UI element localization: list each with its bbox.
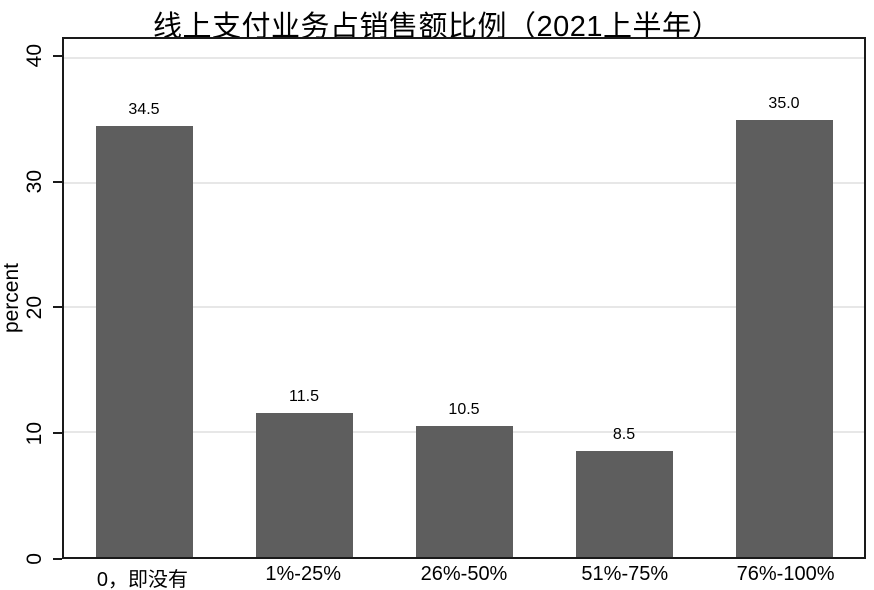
x-axis-category-labels: 0，即没有 1%-25% 26%-50% 51%-75% 76%-100% (62, 563, 866, 590)
bar-column-2: 10.5 (415, 39, 513, 557)
gridline-30 (64, 181, 864, 184)
y-axis-tick-label-text: 30 (23, 169, 46, 194)
bar-column-4: 35.0 (735, 39, 833, 557)
y-axis-tick-10 (53, 432, 62, 435)
x-axis-category-label-4: 76%-100% (736, 563, 835, 585)
y-axis-tick-30 (53, 180, 62, 183)
y-axis-tick-20 (53, 306, 62, 309)
bar (735, 120, 833, 557)
y-axis-tick-label-30: 30 (23, 160, 47, 204)
bar (95, 126, 193, 557)
bar-value-label: 35.0 (768, 95, 800, 113)
bar-value-label: 8.5 (612, 425, 636, 443)
plot-area: 34.5 11.5 10.5 8.5 35.0 (62, 37, 866, 559)
y-axis-tick-label-10: 10 (23, 411, 47, 455)
gridline-40 (64, 56, 864, 59)
y-axis-tick-label-20: 20 (23, 285, 47, 329)
y-axis-tick-label-text: 20 (23, 295, 46, 320)
y-axis-tick-40 (53, 54, 62, 57)
bar (415, 425, 513, 557)
x-axis-category-label-1: 1%-25% (265, 563, 341, 585)
gridline-20 (64, 306, 864, 309)
x-axis-category-label-0: 0，即没有 (96, 569, 188, 590)
x-axis-category-label-2: 26%-50% (420, 563, 508, 585)
bar-column-0: 34.5 (95, 39, 193, 557)
y-axis: 0 10 20 30 40 (0, 34, 62, 565)
y-axis-tick-label-text: 10 (23, 421, 46, 445)
y-axis-tick-label-text: 40 (23, 44, 46, 68)
y-axis-tick-0 (53, 558, 62, 560)
bar-column-3: 8.5 (575, 39, 673, 557)
bar (255, 413, 353, 557)
bar-column-1: 11.5 (255, 39, 353, 557)
y-axis-tick-label-text: 0 (23, 553, 46, 565)
x-axis-category-label-3: 51%-75% (581, 563, 669, 585)
bars-layer: 34.5 11.5 10.5 8.5 35.0 (64, 39, 864, 557)
bar-value-label: 10.5 (448, 400, 480, 418)
bar (575, 450, 673, 557)
bar-value-label: 34.5 (128, 101, 160, 119)
y-axis-tick-label-40: 40 (23, 34, 47, 78)
bar-value-label: 11.5 (289, 388, 319, 406)
y-axis-tick-label-0: 0 (23, 537, 47, 581)
